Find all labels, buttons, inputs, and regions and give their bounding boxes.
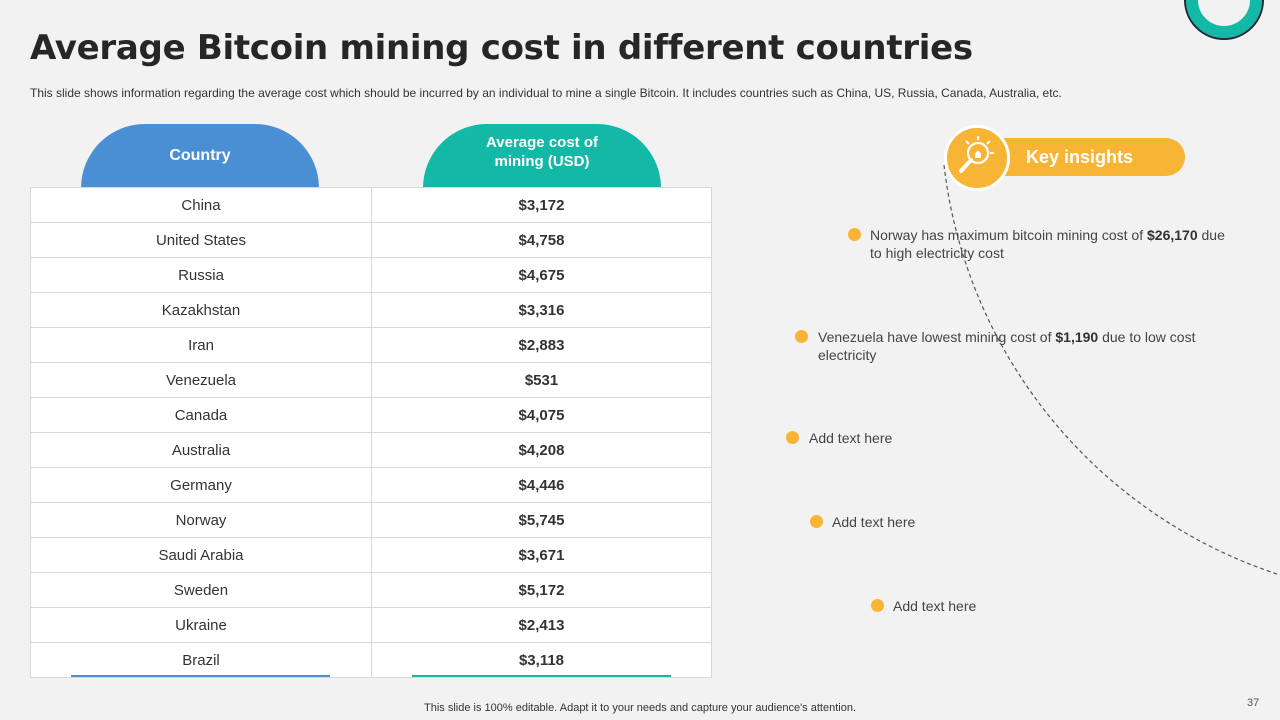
table-row: China $3,172 <box>30 187 712 223</box>
table-row: Saudi Arabia $3,671 <box>30 537 712 573</box>
country-cell: United States <box>30 222 372 258</box>
country-cell: Iran <box>30 327 372 363</box>
country-cell: China <box>30 187 372 223</box>
insight-text-highlight: $26,170 <box>1147 227 1198 243</box>
country-column-underline <box>71 675 330 677</box>
table-row: United States $4,758 <box>30 222 712 258</box>
cost-cell: $3,118 <box>371 642 712 678</box>
insight-text-start: Add text here <box>832 514 916 530</box>
cost-cell: $531 <box>371 362 712 398</box>
cost-header-label: Average cost of mining (USD) <box>486 134 598 170</box>
insight-text-start: Norway has maximum bitcoin mining cost o… <box>870 227 1147 243</box>
slide-title: Average Bitcoin mining cost in different… <box>30 28 973 68</box>
insight-text: Add text here <box>893 597 1193 615</box>
insight-text: Norway has maximum bitcoin mining cost o… <box>870 226 1230 262</box>
country-cell: Venezuela <box>30 362 372 398</box>
insight-text: Add text here <box>832 513 1132 531</box>
table-row: Kazakhstan $3,316 <box>30 292 712 328</box>
cost-cell: $4,758 <box>371 222 712 258</box>
country-cell: Sweden <box>30 572 372 608</box>
country-cell: Saudi Arabia <box>30 537 372 573</box>
country-cell: Ukraine <box>30 607 372 643</box>
cost-cell: $5,745 <box>371 502 712 538</box>
table-row: Sweden $5,172 <box>30 572 712 608</box>
table-row: Iran $2,883 <box>30 327 712 363</box>
mining-cost-table: China $3,172 United States $4,758 Russia $4,6… <box>30 187 712 678</box>
insight-text-highlight: $1,190 <box>1055 329 1099 345</box>
key-insights-label: Key insights <box>1026 146 1134 167</box>
cost-cell: $4,675 <box>371 257 712 293</box>
table-row: Norway $5,745 <box>30 502 712 538</box>
footer-note: This slide is 100% editable. Adapt it to… <box>424 702 856 714</box>
insight-bullet-dot <box>871 599 884 612</box>
insight-text-start: Add text here <box>809 430 893 446</box>
dashed-arc-path <box>943 164 1280 576</box>
table-row: Brazil $3,118 <box>30 642 712 678</box>
cost-column-header: Average cost of mining (USD) <box>423 124 661 188</box>
insight-bullet-dot <box>795 330 808 343</box>
insight-text-start: Venezuela have lowest mining cost of <box>818 329 1056 345</box>
cost-cell: $4,075 <box>371 397 712 433</box>
insight-text-end: due to low cost electricity <box>818 329 1196 363</box>
insight-text-end: due to high electricity cost <box>870 227 1225 261</box>
cost-column-underline <box>412 675 671 677</box>
slide-subtitle: This slide shows information regarding t… <box>30 86 1062 100</box>
cost-cell: $3,316 <box>371 292 712 328</box>
country-cell: Brazil <box>30 642 372 678</box>
insight-bullet-dot <box>810 515 823 528</box>
cost-cell: $4,208 <box>371 432 712 468</box>
insight-text: Venezuela have lowest mining cost of $1,… <box>818 328 1208 364</box>
cost-cell: $5,172 <box>371 572 712 608</box>
key-insights-pill: Key insights <box>960 138 1185 176</box>
cost-cell: $3,172 <box>371 187 712 223</box>
lightbulb-magnifier-icon <box>944 125 1010 191</box>
table-row: Canada $4,075 <box>30 397 712 433</box>
insight-text-start: Add text here <box>893 598 977 614</box>
cost-cell: $2,883 <box>371 327 712 363</box>
country-cell: Kazakhstan <box>30 292 372 328</box>
cost-cell: $4,446 <box>371 467 712 503</box>
table-row: Venezuela $531 <box>30 362 712 398</box>
page-number: 37 <box>1247 697 1260 709</box>
insight-bullet-dot <box>786 431 799 444</box>
country-column-header: Country <box>81 124 319 188</box>
insight-bullet-dot <box>848 228 861 241</box>
country-header-label: Country <box>169 147 231 164</box>
country-cell: Norway <box>30 502 372 538</box>
insight-text: Add text here <box>809 429 1109 447</box>
table-row: Germany $4,446 <box>30 467 712 503</box>
